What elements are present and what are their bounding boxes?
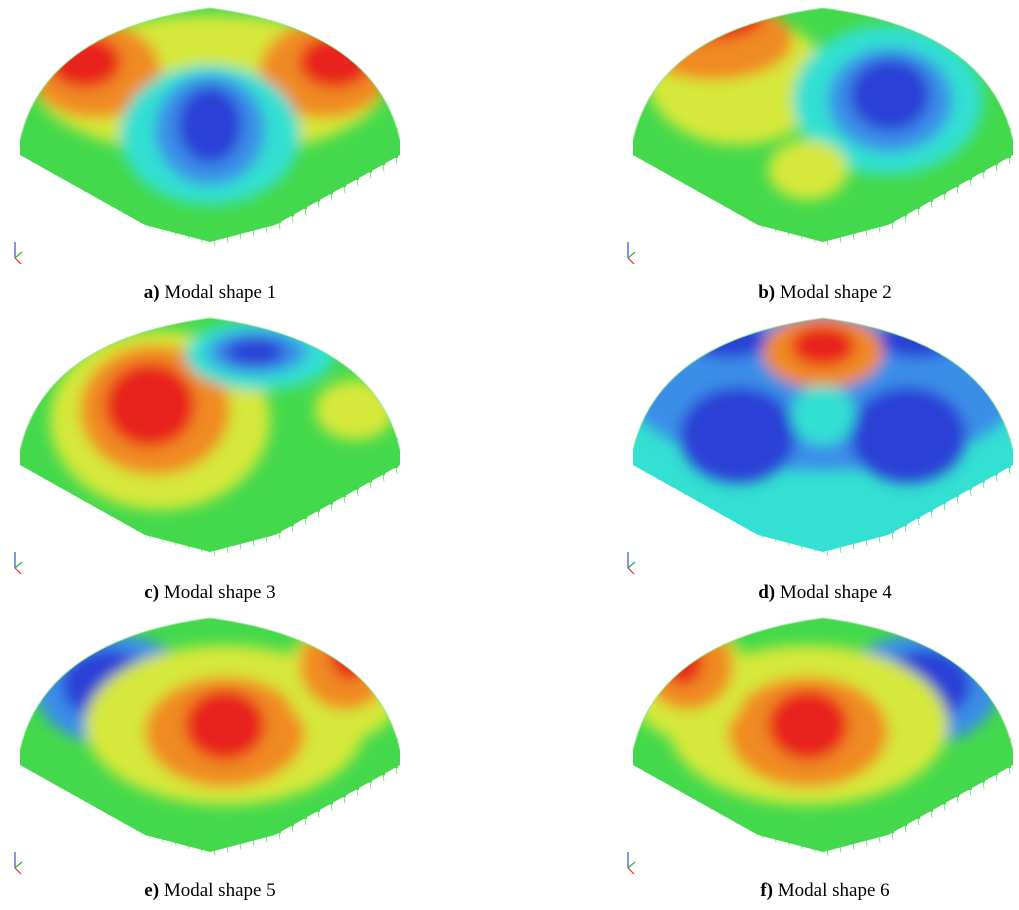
axis: [627, 867, 635, 875]
dome-outline: [19, 7, 401, 141]
caption: d) Modal shape 4: [758, 582, 892, 603]
dome-outline: [632, 317, 1014, 451]
axis: [627, 561, 636, 569]
caption-label: f): [760, 880, 773, 901]
dome: [633, 8, 1013, 242]
caption-text: Modal shape 3: [164, 582, 276, 603]
dome: [20, 8, 400, 242]
contour-patch: [178, 87, 242, 163]
modal-shape-image: [14, 317, 401, 575]
contour: [50, 320, 395, 510]
axis-icon: [627, 552, 636, 575]
caption-label: d): [758, 582, 775, 603]
axis: [627, 251, 636, 259]
caption-text: Modal shape 1: [164, 282, 276, 303]
axis: [14, 867, 22, 875]
contour-patch: [768, 140, 848, 200]
axis-icon: [627, 242, 636, 265]
captions: a) Modal shape 1 b) Modal shape 2 c) Mod…: [144, 282, 892, 901]
axis: [14, 251, 23, 259]
caption-text: Modal shape 6: [778, 880, 890, 901]
contour-patch: [49, 36, 121, 88]
contour-patch: [330, 630, 370, 680]
dome-outline: [632, 7, 1014, 141]
caption-text: Modal shape 5: [164, 880, 276, 901]
axis-icon: [627, 852, 636, 875]
dome: [20, 318, 400, 552]
contour-patch: [688, 322, 768, 358]
contour-patch: [185, 690, 265, 760]
caption-text: Modal shape 4: [780, 582, 892, 603]
caption: e) Modal shape 5: [144, 880, 275, 901]
contour-patch: [791, 326, 855, 366]
contour-patch: [768, 690, 848, 760]
caption: b) Modal shape 2: [758, 282, 892, 303]
axis: [627, 567, 635, 575]
axis: [14, 861, 23, 869]
contour-patch: [299, 36, 371, 88]
panels: [14, 7, 1014, 875]
contour: [633, 318, 1013, 483]
modal-shape-image: [14, 617, 401, 875]
dome: [633, 318, 1013, 552]
caption-label: a): [144, 282, 160, 303]
modal-shape-image: [14, 7, 401, 265]
dome-outline: [19, 317, 401, 451]
contour-patch: [680, 387, 796, 483]
dome-outline: [19, 617, 401, 751]
axis: [14, 561, 23, 569]
dome-outline: [632, 617, 1014, 751]
axis: [14, 257, 22, 265]
contour-patch: [791, 385, 855, 445]
contour-patch: [850, 59, 930, 131]
axis-icon: [14, 552, 23, 575]
caption: f) Modal shape 6: [760, 880, 889, 901]
caption: a) Modal shape 1: [144, 282, 276, 303]
contour-patch: [315, 380, 395, 440]
axis: [14, 567, 22, 575]
caption-label: e): [144, 880, 159, 901]
dome: [20, 618, 400, 852]
contour-patch: [850, 387, 966, 483]
dome: [633, 618, 1013, 852]
caption: c) Modal shape 3: [144, 582, 275, 603]
axis-icon: [14, 242, 23, 265]
caption-label: c): [144, 582, 159, 603]
contour-patch: [878, 322, 958, 358]
axis-icon: [14, 852, 23, 875]
contour-patch: [225, 338, 285, 366]
modal-shape-image: [627, 617, 1014, 875]
contour-patch: [105, 363, 195, 447]
caption-label: b): [758, 282, 775, 303]
caption-text: Modal shape 2: [780, 282, 892, 303]
axis: [627, 257, 635, 265]
modal-shape-image: [627, 7, 1014, 265]
modal-shape-image: [627, 317, 1014, 575]
contour-patch: [663, 635, 703, 685]
axis: [627, 861, 636, 869]
